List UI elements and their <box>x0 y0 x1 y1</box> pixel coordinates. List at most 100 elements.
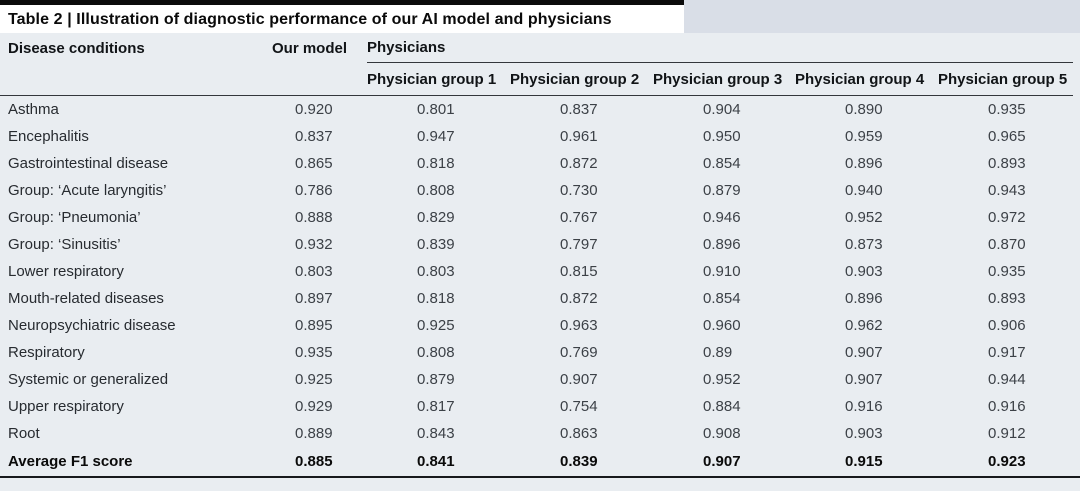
column-header-physician-group-1: Physician group 1 <box>367 71 497 88</box>
physician-group-3-score-cell: 0.950 <box>703 128 741 145</box>
physician-group-1-score-cell: 0.839 <box>417 236 455 253</box>
column-header-our-model: Our model <box>272 39 348 57</box>
table-row: Mouth-related diseases 0.897 0.818 0.872… <box>0 285 1080 312</box>
physician-group-5-score-cell: 0.935 <box>988 263 1026 280</box>
column-header-physician-group-2: Physician group 2 <box>510 71 640 88</box>
table-row: Respiratory 0.935 0.808 0.769 0.89 0.907… <box>0 339 1080 366</box>
physician-group-5-score-cell: 0.912 <box>988 425 1026 442</box>
physician-group-3-score-cell: 0.960 <box>703 317 741 334</box>
physician-group-3-score-cell: 0.952 <box>703 371 741 388</box>
our-model-score-cell: 0.897 <box>295 290 333 307</box>
physician-group-2-score-cell: 0.837 <box>560 101 598 118</box>
disease-cell: Asthma <box>8 101 59 118</box>
table-row: Upper respiratory 0.929 0.817 0.754 0.88… <box>0 393 1080 420</box>
column-header-physician-group-3: Physician group 3 <box>653 71 783 88</box>
physician-group-1-score-cell: 0.947 <box>417 128 455 145</box>
our-model-score-cell: 0.932 <box>295 236 333 253</box>
physician-group-4-score-cell: 0.903 <box>845 425 883 442</box>
disease-cell: Respiratory <box>8 344 85 361</box>
our-model-score-cell: 0.888 <box>295 209 333 226</box>
title-strip-right-fill <box>684 0 1080 33</box>
physician-group-5-score-cell: 0.906 <box>988 317 1026 334</box>
physician-group-4-score-cell: 0.896 <box>845 155 883 172</box>
physician-group-1-score-cell: 0.818 <box>417 155 455 172</box>
disease-cell: Average F1 score <box>8 453 133 470</box>
physician-group-1-score-cell: 0.818 <box>417 290 455 307</box>
disease-cell: Group: ‘Acute laryngitis’ <box>8 182 167 199</box>
table-row: Group: ‘Pneumonia’ 0.888 0.829 0.767 0.9… <box>0 204 1080 231</box>
disease-cell: Encephalitis <box>8 128 89 145</box>
physician-group-2-score-cell: 0.961 <box>560 128 598 145</box>
physician-group-5-score-cell: 0.893 <box>988 290 1026 307</box>
physician-group-1-score-cell: 0.925 <box>417 317 455 334</box>
physician-group-4-score-cell: 0.940 <box>845 182 883 199</box>
physician-group-2-score-cell: 0.963 <box>560 317 598 334</box>
table-body: Asthma 0.920 0.801 0.837 0.904 0.890 0.9… <box>0 96 1080 478</box>
physician-group-1-score-cell: 0.843 <box>417 425 455 442</box>
physician-group-1-score-cell: 0.879 <box>417 371 455 388</box>
physician-group-2-score-cell: 0.797 <box>560 236 598 253</box>
physician-group-4-score-cell: 0.907 <box>845 371 883 388</box>
physician-group-2-score-cell: 0.907 <box>560 371 598 388</box>
disease-cell: Upper respiratory <box>8 398 124 415</box>
physician-group-5-score-cell: 0.965 <box>988 128 1026 145</box>
our-model-score-cell: 0.803 <box>295 263 333 280</box>
physician-group-3-score-cell: 0.896 <box>703 236 741 253</box>
physician-group-1-score-cell: 0.808 <box>417 182 455 199</box>
physician-group-2-score-cell: 0.863 <box>560 425 598 442</box>
physician-group-3-score-cell: 0.907 <box>703 453 741 470</box>
physician-group-3-score-cell: 0.854 <box>703 155 741 172</box>
physician-group-1-score-cell: 0.817 <box>417 398 455 415</box>
physician-group-4-score-cell: 0.959 <box>845 128 883 145</box>
our-model-score-cell: 0.865 <box>295 155 333 172</box>
column-header-disease-conditions: Disease conditions <box>8 39 145 57</box>
table-row: Group: ‘Acute laryngitis’ 0.786 0.808 0.… <box>0 177 1080 204</box>
table-row: Systemic or generalized 0.925 0.879 0.90… <box>0 366 1080 393</box>
physician-group-2-score-cell: 0.730 <box>560 182 598 199</box>
physician-group-1-score-cell: 0.808 <box>417 344 455 361</box>
disease-cell: Mouth-related diseases <box>8 290 164 307</box>
physician-group-3-score-cell: 0.908 <box>703 425 741 442</box>
column-header-physician-group-5: Physician group 5 <box>938 71 1068 88</box>
physician-group-4-score-cell: 0.873 <box>845 236 883 253</box>
physician-group-5-score-cell: 0.893 <box>988 155 1026 172</box>
header-bottom-rule <box>0 95 1073 96</box>
table-row: Group: ‘Sinusitis’ 0.932 0.839 0.797 0.8… <box>0 231 1080 258</box>
physician-group-5-score-cell: 0.944 <box>988 371 1026 388</box>
our-model-score-cell: 0.889 <box>295 425 333 442</box>
table-title: Table 2 | Illustration of diagnostic per… <box>8 11 612 28</box>
disease-cell: Neuropsychiatric disease <box>8 317 176 334</box>
physician-group-4-score-cell: 0.915 <box>845 453 883 470</box>
column-header-physician-group-4: Physician group 4 <box>795 71 925 88</box>
physician-group-3-score-cell: 0.89 <box>703 344 733 361</box>
our-model-score-cell: 0.920 <box>295 101 333 118</box>
disease-cell: Gastrointestinal disease <box>8 155 169 172</box>
physician-group-4-score-cell: 0.952 <box>845 209 883 226</box>
physician-group-2-score-cell: 0.769 <box>560 344 598 361</box>
our-model-score-cell: 0.885 <box>295 453 333 470</box>
physician-group-5-score-cell: 0.870 <box>988 236 1026 253</box>
physician-group-3-score-cell: 0.884 <box>703 398 741 415</box>
table-row: Lower respiratory 0.803 0.803 0.815 0.91… <box>0 258 1080 285</box>
table-header: Disease conditions Our model Physicians … <box>0 33 1080 96</box>
disease-cell: Group: ‘Pneumonia’ <box>8 209 141 226</box>
physician-group-1-score-cell: 0.803 <box>417 263 455 280</box>
table-title-strip: Table 2 | Illustration of diagnostic per… <box>0 0 1080 33</box>
physician-group-3-score-cell: 0.879 <box>703 182 741 199</box>
table-header-row-1: Disease conditions Our model Physicians <box>0 33 1080 63</box>
physician-group-2-score-cell: 0.872 <box>560 155 598 172</box>
our-model-score-cell: 0.786 <box>295 182 333 199</box>
table-row: Neuropsychiatric disease 0.895 0.925 0.9… <box>0 312 1080 339</box>
disease-cell: Root <box>8 425 40 442</box>
physician-group-5-score-cell: 0.916 <box>988 398 1026 415</box>
our-model-score-cell: 0.895 <box>295 317 333 334</box>
physician-group-2-score-cell: 0.872 <box>560 290 598 307</box>
physician-group-4-score-cell: 0.903 <box>845 263 883 280</box>
table-row: Asthma 0.920 0.801 0.837 0.904 0.890 0.9… <box>0 96 1080 123</box>
physician-group-3-score-cell: 0.910 <box>703 263 741 280</box>
table-row: Root 0.889 0.843 0.863 0.908 0.903 0.912 <box>0 420 1080 447</box>
table-row: Encephalitis 0.837 0.947 0.961 0.950 0.9… <box>0 123 1080 150</box>
physician-group-3-score-cell: 0.904 <box>703 101 741 118</box>
table-header-row-2: Physician group 1 Physician group 2 Phys… <box>0 63 1080 96</box>
physician-group-4-score-cell: 0.907 <box>845 344 883 361</box>
